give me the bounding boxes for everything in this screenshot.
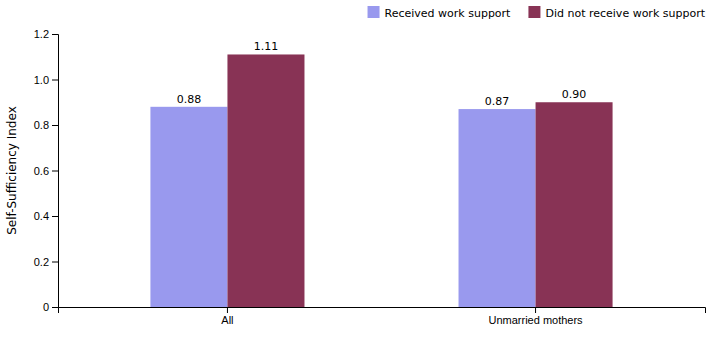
y-tick-mark <box>52 216 58 217</box>
y-tick-label: 0.4 <box>34 210 49 222</box>
y-tick: 1.2 <box>34 28 58 40</box>
y-tick-label: 0 <box>43 301 49 313</box>
legend-label: Received work support <box>385 7 512 20</box>
bars <box>150 54 612 307</box>
y-axis-title: Self-Sufficiency Index <box>5 106 19 235</box>
y-tick-label: 0.8 <box>34 119 49 131</box>
data-labels: 0.88 0.87 1.11 0.90 <box>177 40 587 108</box>
legend-item: Did not receive work support <box>528 6 705 20</box>
bar <box>536 102 613 307</box>
x-tick: Unmarried mothers <box>488 307 583 326</box>
y-tick-mark <box>52 307 58 308</box>
bar <box>227 54 304 307</box>
legend: Received work support Did not receive wor… <box>368 6 706 20</box>
y-tick: 0 <box>43 301 58 313</box>
y-tick-mark <box>52 125 58 126</box>
data-label: 0.87 <box>485 95 510 108</box>
y-tick: 1.0 <box>34 74 58 86</box>
y-tick: 0.6 <box>34 165 58 177</box>
chart: 0 0.2 0.4 0.6 0.8 1.0 1.2 All Unmarried mothers 0… <box>0 0 721 337</box>
x-tick-mark <box>227 307 228 313</box>
x-tick: All <box>221 307 233 326</box>
y-tick-mark <box>52 262 58 263</box>
legend-swatch <box>368 6 380 18</box>
y-tick-label: 0.6 <box>34 165 49 177</box>
y-axis-line <box>52 35 59 308</box>
legend-swatch <box>528 6 540 18</box>
y-tick-label: 1.0 <box>34 74 49 86</box>
y-tick: 0.4 <box>34 210 58 222</box>
x-tick-mark <box>535 307 536 313</box>
y-axis: 0 0.2 0.4 0.6 0.8 1.0 1.2 <box>34 28 59 313</box>
legend-item: Received work support <box>368 6 512 20</box>
bar <box>150 107 227 307</box>
y-tick-label: 0.2 <box>34 256 49 268</box>
plot: 0 0.2 0.4 0.6 0.8 1.0 1.2 All Unmarried mothers 0… <box>34 28 706 326</box>
x-axis: All Unmarried mothers <box>59 307 706 326</box>
y-tick-label: 1.2 <box>34 28 49 40</box>
x-tick-label: Unmarried mothers <box>488 314 583 326</box>
x-tick-label: All <box>221 314 233 326</box>
y-tick: 0.2 <box>34 256 58 268</box>
bar <box>459 109 536 307</box>
y-tick-mark <box>52 171 58 172</box>
data-label: 0.88 <box>177 93 202 106</box>
y-tick-mark <box>52 80 58 81</box>
data-label: 1.11 <box>254 40 279 53</box>
y-tick: 0.8 <box>34 119 58 131</box>
y-tick-mark <box>52 34 58 35</box>
x-axis-line <box>59 308 706 314</box>
legend-label: Did not receive work support <box>545 7 705 20</box>
data-label: 0.90 <box>562 88 587 101</box>
